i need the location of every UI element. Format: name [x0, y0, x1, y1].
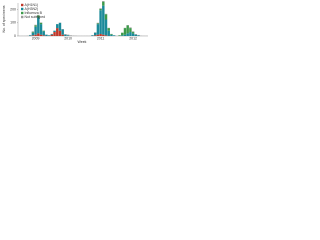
bar-segment	[31, 32, 35, 36]
x-tick-label: 2010	[64, 36, 72, 40]
bar-segment	[50, 34, 54, 36]
y-tick-label: 200	[10, 8, 16, 12]
bar-segment	[131, 33, 135, 36]
bar-segment	[96, 24, 100, 35]
y-tick-label: 0	[14, 34, 16, 38]
bar-segment	[110, 34, 113, 36]
bar-segment	[28, 35, 32, 36]
bar-segment	[34, 26, 37, 35]
bar-segment	[31, 31, 35, 33]
bar-segment	[118, 35, 121, 36]
bar-segment	[39, 24, 43, 35]
x-tick-label: 2009	[32, 36, 40, 40]
bar-segment	[50, 34, 54, 35]
legend-swatch	[21, 11, 24, 15]
bar-segment	[99, 8, 102, 9]
bar-segment	[99, 8, 102, 11]
bar-segment	[42, 31, 45, 36]
legend-label: Influenza B	[25, 11, 43, 15]
bar-segment	[129, 32, 132, 36]
bar-segment	[93, 35, 97, 36]
bar-segment	[112, 35, 116, 36]
bar-segment	[129, 28, 132, 33]
bar-segment	[64, 34, 67, 36]
bar-segment	[34, 24, 37, 26]
legend-swatch	[21, 15, 24, 19]
bar-segment	[99, 34, 102, 36]
bar-segment	[102, 5, 105, 35]
bar-segment	[99, 10, 102, 35]
bar-segment	[66, 35, 70, 36]
bar-segment	[91, 35, 94, 36]
x-axis-label: Week	[78, 40, 87, 44]
bar-segment	[53, 30, 56, 33]
legend-label: A(H1N1)	[25, 3, 39, 7]
bar-segment	[129, 27, 132, 29]
bar-segment	[58, 22, 62, 31]
bar-segment	[37, 14, 40, 16]
legend-swatch	[21, 7, 24, 11]
bar-segment	[42, 35, 45, 36]
bar-segment	[107, 30, 110, 36]
bar-segment	[123, 34, 127, 36]
bar-segment	[34, 34, 37, 36]
bar-segment	[104, 19, 108, 36]
x-tick-label: 2011	[97, 36, 105, 40]
legend-label: Not subtyped	[25, 15, 46, 19]
bar-segment	[102, 34, 105, 36]
bar-segment	[134, 34, 138, 36]
bar-segment	[37, 33, 40, 36]
y-axis-label: No. of specimens	[2, 5, 6, 32]
bar-segment	[110, 34, 113, 35]
bar-segment	[31, 35, 35, 36]
x-tick-label: 2012	[129, 36, 137, 40]
bar-segment	[96, 22, 100, 24]
bar-segment	[42, 30, 45, 32]
bar-segment	[69, 35, 73, 36]
bar-segment	[131, 31, 135, 33]
chart: No. of specimens Week 0 100 200 2009 2010 201…	[2, 1, 148, 44]
bar-segment	[96, 34, 100, 36]
bar-segment	[34, 25, 37, 27]
bar-segment	[56, 24, 59, 29]
y-tick-label: 100	[10, 21, 16, 25]
bar-segment	[45, 34, 48, 36]
bar-segment	[37, 17, 40, 34]
bar-segment	[104, 35, 108, 36]
legend-swatch	[21, 3, 24, 7]
bar-segment	[123, 28, 127, 35]
bar-segment	[61, 34, 64, 36]
bar-segment	[37, 15, 40, 18]
bar-segment	[104, 14, 108, 20]
bar-segment	[121, 32, 124, 36]
bar-segment	[121, 35, 124, 36]
bar-segment	[39, 22, 43, 25]
bar-segment	[31, 32, 35, 33]
bar-segment	[47, 35, 51, 36]
bar-segment	[102, 1, 105, 2]
legend-label: A(H3N2)	[25, 7, 39, 11]
bar-segment	[61, 29, 64, 35]
bar-segment	[134, 34, 138, 35]
bar-segment	[39, 34, 43, 36]
bar-segment	[53, 32, 56, 36]
bar-segment	[126, 25, 129, 34]
bar-segment	[102, 1, 105, 6]
bar-segment	[107, 28, 110, 31]
bar-segment	[126, 33, 129, 36]
bar-segment	[93, 32, 97, 36]
bar-segment	[56, 28, 59, 36]
bar-segment	[96, 23, 100, 25]
bar-segment	[131, 32, 135, 34]
bar-segment	[64, 34, 67, 35]
bar-segment	[58, 30, 62, 36]
bar-segment	[137, 35, 140, 36]
bar-segment	[66, 34, 70, 36]
